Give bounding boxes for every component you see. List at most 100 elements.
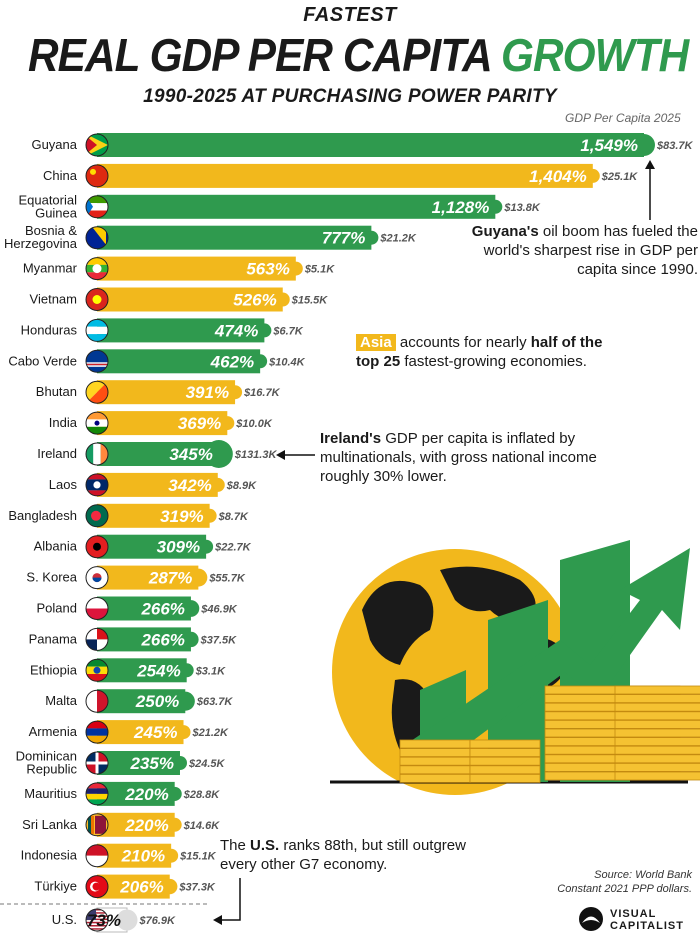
ireland-annotation: Ireland's GDP per capita is inflated by … (320, 430, 597, 485)
bar (97, 781, 175, 806)
gdp-label: $6.7K (272, 325, 303, 337)
cabo-verde-flag (85, 349, 109, 373)
title-block: FASTEST REAL GDP PER CAPITA GROWTH 1990-… (0, 4, 700, 110)
growth-label: 1,404% (529, 167, 587, 186)
gdp-bubble (199, 539, 214, 554)
category-label: Bangladesh (8, 508, 77, 523)
bar (97, 256, 296, 281)
bar-row: U.S. 73% $76.9K (52, 907, 176, 933)
gdp-bubble (364, 230, 379, 245)
category-label: Bhutan (36, 384, 77, 399)
bar-row: Dominican Republic 235% $24.5K (16, 749, 226, 777)
category-label: Türkiye (34, 879, 77, 894)
chart-title: REAL GDP PER CAPITA GROWTH (28, 26, 689, 84)
bar-row: Bangladesh 319% $8.7K (8, 503, 249, 528)
bar (97, 380, 236, 405)
gdp-label: $3.1K (195, 665, 226, 677)
globe-illustration (330, 540, 700, 795)
category-label: Laos (49, 477, 78, 492)
gdp-label: $37.5K (200, 634, 238, 646)
category-label: Poland (37, 601, 77, 616)
gdp-bubble (167, 817, 182, 832)
gdp-bubble (204, 440, 233, 468)
growth-label: 345% (169, 445, 212, 464)
growth-label: 563% (246, 260, 289, 279)
category-label: Albania (34, 539, 78, 554)
gdp-label: $55.7K (208, 573, 246, 585)
coin-stack (614, 685, 700, 781)
growth-arrow-graphic (405, 548, 690, 780)
gdp-label: $28.8K (183, 789, 221, 801)
gdp-bubble (275, 292, 290, 307)
gdp-bubble (585, 168, 600, 183)
laos-flag (85, 473, 109, 497)
bosnia-flag (85, 226, 109, 250)
albania-flag (85, 535, 109, 559)
growth-label: 1,549% (580, 136, 638, 155)
us-annotation: The U.S. ranks 88th, but still outgrew e… (220, 837, 466, 873)
myanmar-flag (85, 257, 109, 281)
bar (97, 287, 283, 312)
bar (97, 318, 265, 343)
bar-row: India 369% $10.0K (49, 411, 273, 436)
bar-row: Armenia 245% $21.2K (29, 720, 229, 745)
coin-stack (469, 739, 541, 783)
gdp-label: $14.6K (183, 820, 221, 832)
bar-row: Guyana 1,549% $83.7K (31, 133, 694, 157)
bar-row: Myanmar 563% $5.1K (23, 256, 335, 281)
gdp-label: $10.4K (268, 356, 306, 368)
guyana-arrow-head (645, 160, 655, 169)
bar-row: Poland 266% $46.9K (37, 596, 238, 621)
growth-label: 266% (140, 630, 184, 649)
gdp-bubble (164, 848, 179, 863)
category-label: India (49, 415, 78, 430)
category-label: Guyana (31, 137, 77, 152)
title-accent: GROWTH (501, 29, 689, 81)
category-label: Armenia (29, 724, 78, 739)
gdp-label: $76.9K (138, 915, 176, 927)
category-label: Ireland (37, 446, 77, 461)
gdp-label: $37.3K (178, 882, 216, 894)
category-label: Bosnia & Herzegovina (4, 223, 78, 251)
turkiye-flag (85, 875, 109, 899)
vietnam-flag (85, 288, 109, 311)
growth-label: 391% (186, 383, 229, 402)
armenia-flag (85, 720, 109, 744)
gdp-bubble (228, 385, 243, 400)
coin-stack (544, 685, 681, 781)
growth-label: 220% (124, 816, 168, 835)
gdp-bubble (176, 725, 191, 740)
bar-row: Indonesia 210% $15.1K (21, 843, 217, 868)
ireland-flag (85, 442, 109, 466)
growth-label: 474% (214, 321, 258, 340)
gdp-bubble (167, 786, 182, 801)
gdp-label: $25.1K (601, 171, 639, 183)
bar-row: Mauritius 220% $28.8K (24, 781, 221, 806)
bars-group: Guyana 1,549% $83.7K China 1,404% $25.1K Equat… (0, 133, 694, 933)
growth-label: 777% (322, 229, 365, 248)
bar (97, 534, 207, 559)
bar-row: Bosnia & Herzegovina 777% $21.2K (4, 223, 417, 251)
gdp-bubble (162, 878, 178, 895)
indonesia-flag (85, 844, 109, 868)
category-label: Cabo Verde (8, 353, 77, 368)
growth-label: 342% (168, 476, 211, 495)
category-label: Equatorial Guinea (18, 192, 77, 220)
india-flag (85, 411, 109, 435)
poland-flag (85, 597, 109, 620)
gdp-bubble (179, 663, 194, 678)
gdp-label: $8.7K (218, 511, 249, 523)
bar (97, 442, 219, 466)
sri-lanka-flag (85, 813, 109, 837)
bar (97, 472, 218, 497)
bar (97, 658, 187, 683)
gdp-bubble (633, 134, 655, 156)
bar (97, 163, 593, 188)
gdp-bubble (220, 416, 235, 431)
gdp-label: $15.5K (291, 295, 329, 307)
growth-label: 220% (124, 785, 168, 804)
gdp-bubble (183, 631, 199, 648)
equatorial-guinea-flag (85, 195, 109, 219)
gdp-label: $15.1K (179, 851, 217, 863)
